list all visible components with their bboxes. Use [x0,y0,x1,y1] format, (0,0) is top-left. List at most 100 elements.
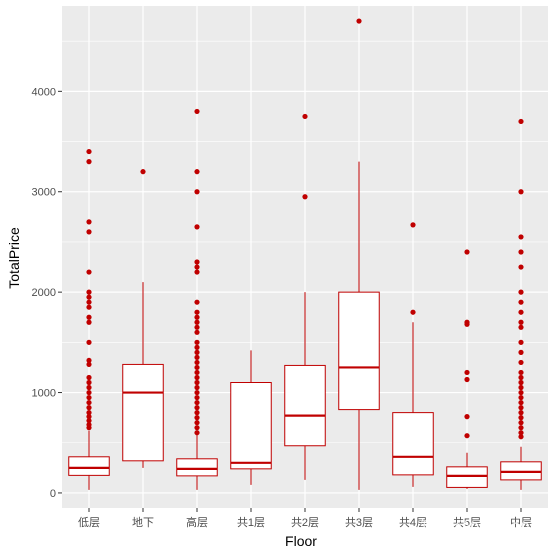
y-tick-label: 1000 [32,388,56,400]
outlier-point [518,289,524,295]
outlier-point [194,415,200,421]
outlier-point [518,399,524,406]
outlier-point [518,324,524,330]
outlier-point [86,394,92,401]
box-group [230,350,272,485]
outlier-point [86,304,92,310]
outlier-point [194,349,200,355]
outlier-point [194,259,200,265]
outlier-point [518,359,524,366]
outlier-point [464,369,470,376]
outlier-point [194,359,200,366]
y-tick-label: 4000 [32,86,56,98]
outlier-point [518,118,524,125]
outlier-point [86,229,92,235]
outlier-point [518,384,524,391]
outlier-point [464,249,470,255]
box-group [284,113,326,480]
outlier-point [464,376,470,383]
outlier-point [518,319,524,325]
outlier-point [194,319,200,325]
outlier-point [86,289,92,295]
outlier-point [518,234,524,240]
outlier-point [518,415,524,421]
outlier-point [518,410,524,416]
outlier-point [518,430,524,436]
outlier-point [194,354,200,360]
box-layer [68,18,542,490]
outlier-point [194,169,200,175]
outlier-point [410,309,416,315]
outlier-point [518,349,524,355]
outlier-point [86,294,92,300]
outlier-point [86,399,92,406]
outlier-point [194,399,200,406]
box-iqr [122,363,164,462]
outlier-point [194,324,200,330]
x-tick-label: 共3层 [345,516,373,529]
x-tick-label: 共2层 [291,516,319,529]
y-tick-label: 0 [50,488,56,500]
axis-layer: 0 1000 2000 3000 4000 低层 地下 高层 共1层 共2层 共3层 共4层 共5层 中层 [32,86,532,529]
outlier-point [464,321,470,327]
outlier-point [518,339,524,345]
outlier-point [194,369,200,376]
outlier-point [86,418,92,424]
outlier-point [194,410,200,416]
outlier-point [518,389,524,396]
outlier-point [86,299,92,305]
outlier-point [194,420,200,426]
outlier-point [518,420,524,426]
outlier-point [194,314,200,320]
outlier-point [194,405,200,411]
outlier-point [86,269,92,275]
box-group [122,169,164,468]
x-tick-label: 中层 [510,516,532,529]
box-iqr [338,291,380,411]
outlier-point [86,414,92,420]
outlier-point [194,430,200,436]
outlier-point [194,299,200,305]
outlier-point [518,425,524,431]
x-tick-label: 共1层 [237,516,265,529]
outlier-point [194,224,200,230]
box-iqr [392,412,434,476]
outlier-point [86,361,92,368]
outlier-point [194,379,200,386]
outlier-point [194,339,200,345]
outlier-point [518,434,524,440]
y-axis-label: TotalPrice [6,227,22,289]
outlier-point [86,159,92,165]
outlier-point [518,379,524,386]
outlier-point [86,405,92,411]
box-iqr [284,364,326,447]
x-tick-label: 共5层 [453,516,481,529]
outlier-point [86,357,92,364]
outlier-point [86,384,92,391]
outlier-point [194,309,200,315]
outlier-point [518,299,524,305]
outlier-point [518,189,524,195]
outlier-point [194,384,200,391]
outlier-point [410,222,416,228]
box-group [176,108,218,490]
outlier-point [464,414,470,420]
outlier-point [194,269,200,275]
outlier-point [194,108,200,115]
outlier-point [518,369,524,376]
outlier-point [518,405,524,411]
y-tick-label: 2000 [32,287,56,299]
outlier-point [86,425,92,431]
outlier-point [194,364,200,371]
outlier-point [86,319,92,325]
outlier-point [194,264,200,270]
box-iqr [68,456,110,476]
box-iqr [446,466,488,488]
x-tick-label: 地下 [132,516,154,529]
box-iqr [176,458,218,477]
outlier-point [302,194,308,200]
outlier-point [86,148,92,155]
outlier-point [140,169,146,175]
